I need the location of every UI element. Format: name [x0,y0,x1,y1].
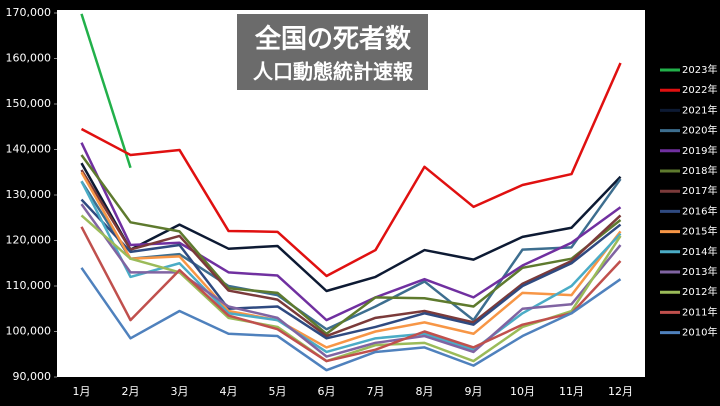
x-tick-label: 3月 [171,385,189,398]
legend-label: 2021年 [682,103,717,116]
chart-subtitle: 人口動態統計速報 [253,60,414,84]
legend-label: 2011年 [682,305,717,318]
series-line [80,203,622,358]
legend-label: 2020年 [682,124,717,137]
x-tick-label: 5月 [269,385,287,398]
x-tick-label: 2月 [122,385,140,398]
series-line [80,13,132,169]
legend-label: 2010年 [682,326,717,339]
y-tick-label: 90,000 [13,370,52,383]
y-tick-label: 160,000 [6,52,52,65]
chart-title: 全国の死者数 [254,24,412,55]
x-tick-label: 4月 [220,385,238,398]
y-tick-label: 100,000 [6,325,52,338]
legend-label: 2023年 [682,63,717,76]
x-tick-label: 10月 [510,385,535,398]
y-tick-label: 140,000 [6,143,52,156]
y-tick-label: 130,000 [6,188,52,201]
legend-label: 2016年 [682,204,717,217]
series-line [80,214,622,363]
x-tick-label: 12月 [608,385,633,398]
y-tick-label: 150,000 [6,97,52,110]
legend-label: 2014年 [682,245,717,258]
legend-label: 2012年 [682,285,717,298]
x-tick-label: 1月 [73,385,91,398]
legend-label: 2017年 [682,184,717,197]
series-line [80,178,622,331]
y-tick-label: 170,000 [6,6,52,19]
x-tick-label: 11月 [559,385,584,398]
series-line [80,169,622,338]
series-line [80,62,622,278]
legend-label: 2019年 [682,144,717,157]
series-line [80,198,622,340]
series-line [80,154,622,336]
series-line [80,226,622,363]
x-tick-label: 7月 [367,385,385,398]
legend-label: 2022年 [682,83,717,96]
title-box [237,14,428,90]
x-tick-label: 6月 [318,385,336,398]
y-tick-label: 120,000 [6,234,52,247]
y-tick-label: 110,000 [6,279,52,292]
x-tick-label: 8月 [416,385,434,398]
x-tick-label: 9月 [465,385,483,398]
legend-label: 2015年 [682,225,717,238]
series-line [80,171,622,349]
series-line [80,267,622,372]
series-line [80,142,622,322]
legend-label: 2018年 [682,164,717,177]
legend-label: 2013年 [682,265,717,278]
